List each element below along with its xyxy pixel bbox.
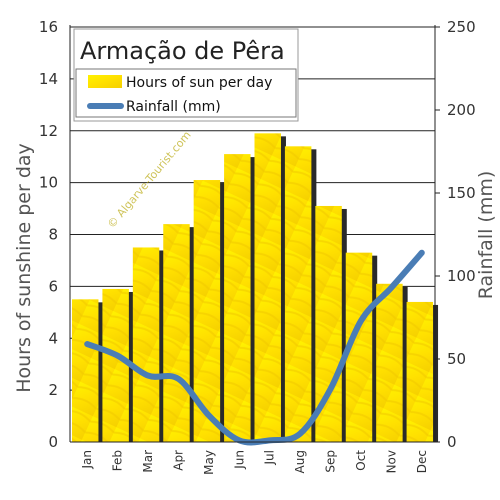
sun-bar bbox=[224, 154, 251, 442]
left-axis-title: Hours of sunshine per day bbox=[13, 143, 35, 393]
left-tick-label: 0 bbox=[48, 433, 58, 451]
right-axis-tick-labels: 0 50 100 150 200 250 bbox=[435, 18, 476, 451]
month-label: Oct bbox=[354, 450, 368, 471]
left-axis-tick-labels: 0 2 4 6 8 10 12 14 16 bbox=[39, 18, 58, 451]
axes bbox=[69, 25, 436, 443]
sun-bar bbox=[132, 247, 160, 442]
legend-label-sun: Hours of sun per day bbox=[126, 75, 272, 91]
month-label: Feb bbox=[111, 450, 125, 471]
title-legend-box: Armação de Pêra Hours of sun per day Rai… bbox=[73, 28, 299, 122]
left-tick-label: 10 bbox=[39, 174, 58, 192]
left-tick-label: 16 bbox=[39, 18, 58, 36]
sun-bar bbox=[102, 288, 129, 442]
month-label: Jun bbox=[232, 450, 246, 470]
sunshine-bars bbox=[72, 133, 439, 442]
chart-title: Armação de Pêra bbox=[80, 37, 285, 65]
legend: Hours of sun per day Rainfall (mm) bbox=[75, 68, 297, 118]
copyright-watermark: © Algarve-Tourist.com bbox=[105, 129, 194, 231]
month-label: Nov bbox=[384, 450, 398, 473]
month-label: Aug bbox=[293, 450, 307, 473]
right-tick-label: 200 bbox=[447, 101, 476, 119]
left-tick-label: 12 bbox=[39, 122, 58, 140]
month-label: Dec bbox=[415, 450, 429, 473]
right-tick-label: 100 bbox=[447, 267, 476, 285]
sun-bar bbox=[254, 133, 281, 442]
left-tick-label: 2 bbox=[48, 381, 58, 399]
sun-bar bbox=[72, 299, 99, 442]
month-label: Apr bbox=[171, 450, 185, 471]
sun-bar bbox=[163, 224, 190, 442]
month-tick-labels: Jan Feb Mar Apr May Jun Jul Aug Sep Oct Nov Dec bbox=[80, 450, 429, 475]
month-label: May bbox=[202, 450, 216, 475]
sun-bar bbox=[406, 301, 434, 442]
left-tick-label: 14 bbox=[39, 70, 58, 88]
right-tick-label: 0 bbox=[447, 433, 457, 451]
legend-label-rain: Rainfall (mm) bbox=[126, 99, 221, 115]
month-label: Sep bbox=[324, 450, 338, 473]
right-tick-label: 50 bbox=[447, 350, 466, 368]
right-axis-title: Rainfall (mm) bbox=[475, 171, 497, 300]
right-tick-label: 250 bbox=[447, 18, 476, 36]
left-tick-label: 8 bbox=[48, 226, 58, 244]
right-tick-label: 150 bbox=[447, 184, 476, 202]
month-label: Mar bbox=[141, 450, 155, 473]
left-tick-label: 6 bbox=[48, 277, 58, 295]
sun-bar bbox=[284, 146, 312, 442]
month-label: Jan bbox=[80, 450, 94, 470]
left-tick-label: 4 bbox=[48, 329, 58, 347]
month-label: Jul bbox=[263, 450, 277, 465]
sun-bar bbox=[376, 283, 403, 442]
legend-swatch-sun bbox=[88, 75, 122, 88]
